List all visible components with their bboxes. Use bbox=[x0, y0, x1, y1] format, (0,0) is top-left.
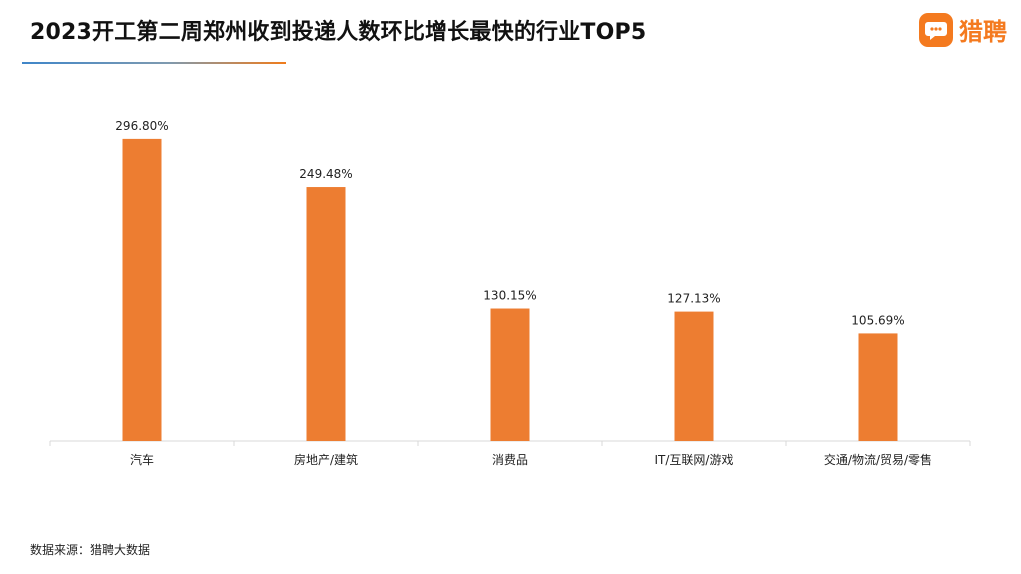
data-label: 296.80% bbox=[115, 119, 168, 133]
x-tick-label: 房地产/建筑 bbox=[294, 452, 358, 467]
data-label: 127.13% bbox=[667, 292, 720, 306]
bar bbox=[490, 308, 530, 441]
x-tick-label: 汽车 bbox=[130, 452, 154, 467]
title-underline bbox=[22, 62, 286, 64]
bar bbox=[306, 187, 346, 441]
liepin-chat-logo-icon bbox=[919, 12, 953, 47]
x-tick-label: 消费品 bbox=[492, 453, 528, 467]
data-source-note: 数据来源：猎聘大数据 bbox=[30, 543, 151, 557]
bar bbox=[858, 333, 898, 441]
bar bbox=[674, 311, 714, 441]
chart-title: 2023开工第二周郑州收到投递人数环比增长最快的行业TOP5 bbox=[30, 20, 647, 45]
data-label: 105.69% bbox=[851, 313, 904, 327]
data-label: 249.48% bbox=[299, 167, 352, 181]
bar bbox=[122, 138, 162, 441]
x-tick-label: IT/互联网/游戏 bbox=[655, 453, 734, 467]
logo-text: 猎聘 bbox=[959, 18, 1007, 46]
data-label: 130.15% bbox=[483, 289, 536, 303]
brand-logo: 猎聘 bbox=[919, 12, 1007, 47]
x-tick-label: 交通/物流/贸易/零售 bbox=[824, 452, 932, 467]
